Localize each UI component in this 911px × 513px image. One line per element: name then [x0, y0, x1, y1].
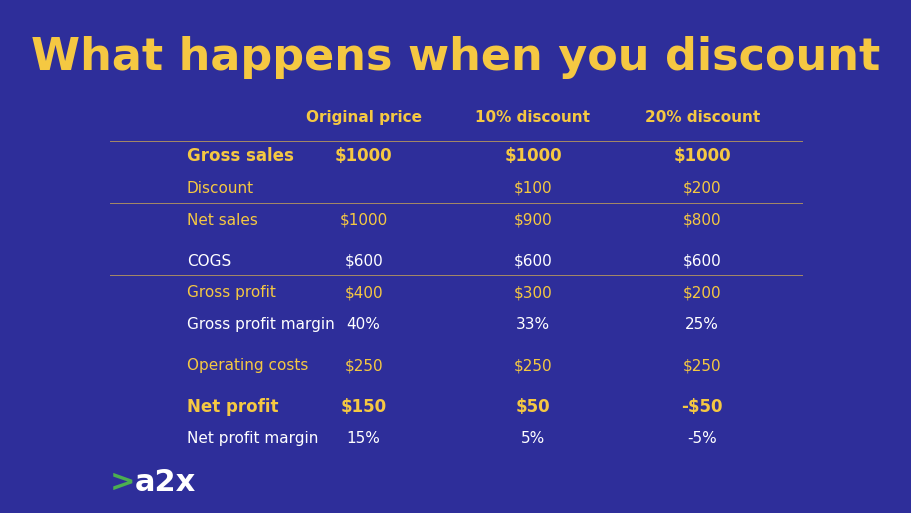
Text: 10% discount: 10% discount — [475, 110, 589, 126]
Text: $600: $600 — [343, 253, 383, 269]
Text: $1000: $1000 — [504, 147, 561, 166]
Text: $800: $800 — [682, 212, 721, 228]
Text: Operating costs: Operating costs — [187, 358, 308, 373]
Text: $1000: $1000 — [339, 212, 387, 228]
Text: -5%: -5% — [687, 431, 716, 446]
Text: a2x: a2x — [135, 468, 196, 497]
Text: $200: $200 — [682, 181, 721, 196]
Text: $100: $100 — [513, 181, 552, 196]
Text: 33%: 33% — [516, 317, 549, 332]
Text: Net sales: Net sales — [187, 212, 257, 228]
Text: Gross profit margin: Gross profit margin — [187, 317, 334, 332]
Text: $200: $200 — [682, 285, 721, 301]
Text: $150: $150 — [340, 398, 386, 416]
Text: -$50: -$50 — [681, 398, 722, 416]
Text: Original price: Original price — [305, 110, 421, 126]
Text: $50: $50 — [515, 398, 549, 416]
Text: COGS: COGS — [187, 253, 230, 269]
Text: $1000: $1000 — [672, 147, 731, 166]
Text: 40%: 40% — [346, 317, 380, 332]
Text: $600: $600 — [513, 253, 552, 269]
Text: 25%: 25% — [684, 317, 719, 332]
Text: Net profit margin: Net profit margin — [187, 431, 318, 446]
Text: $250: $250 — [682, 358, 721, 373]
Text: $300: $300 — [513, 285, 552, 301]
Text: $900: $900 — [513, 212, 552, 228]
Text: $400: $400 — [344, 285, 383, 301]
Text: Net profit: Net profit — [187, 398, 278, 416]
Text: 20% discount: 20% discount — [644, 110, 759, 126]
Text: What happens when you discount: What happens when you discount — [31, 36, 880, 79]
Text: 15%: 15% — [346, 431, 380, 446]
Text: $250: $250 — [513, 358, 552, 373]
Text: $1000: $1000 — [334, 147, 392, 166]
Text: 5%: 5% — [520, 431, 545, 446]
Text: $600: $600 — [682, 253, 721, 269]
Text: Gross profit: Gross profit — [187, 285, 275, 301]
Text: $250: $250 — [344, 358, 383, 373]
Text: >: > — [109, 468, 135, 497]
Text: Gross sales: Gross sales — [187, 147, 293, 166]
Text: Discount: Discount — [187, 181, 253, 196]
